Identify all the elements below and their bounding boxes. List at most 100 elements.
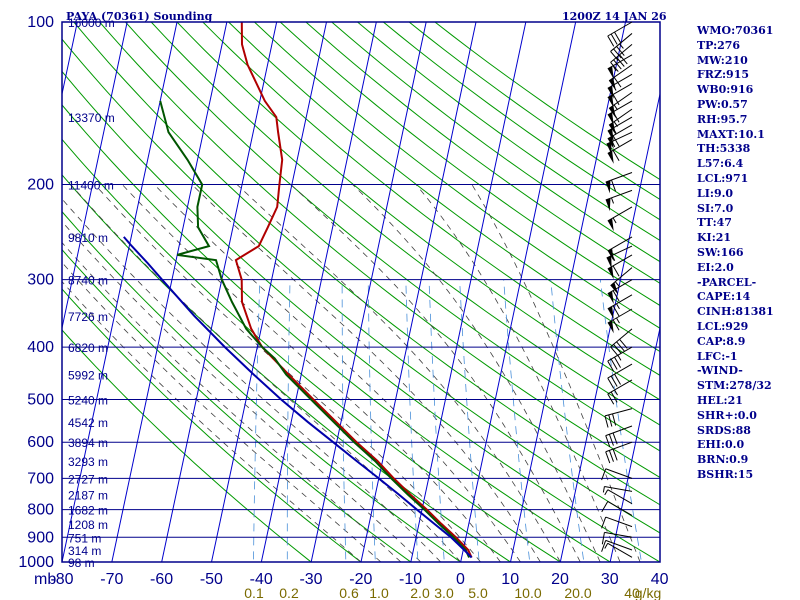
pressure-tick-label: 100 xyxy=(27,14,54,31)
index-entry: SHR+:0.0 xyxy=(697,408,757,422)
index-entry: WMO:70361 xyxy=(697,24,774,37)
wind-barb xyxy=(607,308,633,334)
pressure-tick-label: 800 xyxy=(27,502,54,519)
wind-barb-pennant xyxy=(607,150,614,164)
wind-barb xyxy=(607,139,633,164)
plot-area xyxy=(0,22,660,573)
height-label: 7726 m xyxy=(68,310,108,324)
isotherm-line xyxy=(559,91,660,562)
isotherm-line xyxy=(62,22,78,97)
temperature-tick-label: -10 xyxy=(399,571,422,588)
index-entry: TP:276 xyxy=(697,38,741,52)
mixing-ratio-line xyxy=(405,279,419,562)
index-entry: TH:5338 xyxy=(697,142,751,156)
pressure-tick-label: 300 xyxy=(27,272,54,289)
height-label: 6820 m xyxy=(68,341,108,355)
mixing-ratio-label: 40 xyxy=(624,585,640,600)
dry-adiabat-line xyxy=(99,22,660,479)
wind-barb-flag xyxy=(614,31,621,43)
wind-barb-flag xyxy=(616,56,625,67)
plot-frame xyxy=(61,21,661,563)
dewpoint-trace xyxy=(159,100,471,558)
wind-barb-flag xyxy=(612,432,618,445)
mixing-ratio-label: 5.0 xyxy=(468,585,488,600)
wind-barb-staff xyxy=(607,294,633,310)
wind-barb xyxy=(607,21,633,47)
isotherm-line xyxy=(460,22,577,562)
wind-barb-staff xyxy=(607,254,633,270)
mixing-ratio-label: 3.0 xyxy=(434,585,454,600)
wind-barb-flag xyxy=(612,135,620,147)
dry-adiabat-line xyxy=(202,22,660,376)
temperature-tick-label: 30 xyxy=(601,571,619,588)
mixing-ratio-line xyxy=(253,279,261,562)
index-entry: SI:7.0 xyxy=(697,201,734,215)
index-entry: LI:9.0 xyxy=(697,186,734,200)
dry-adiabat-line xyxy=(357,22,660,242)
index-entry: EHI:0.0 xyxy=(697,438,745,452)
index-entry: LCL:971 xyxy=(697,171,749,185)
wind-barb-staff xyxy=(607,489,633,505)
wind-barb-flag xyxy=(613,59,622,70)
wind-barb-pennant xyxy=(609,77,616,91)
isotherm-line xyxy=(609,325,660,562)
wind-barb xyxy=(607,206,633,232)
wind-barb-flag xyxy=(613,48,622,59)
index-entry: PW:0.57 xyxy=(697,97,748,111)
wind-barb-flag xyxy=(601,501,609,513)
mixing-ratio-label: 1.0 xyxy=(369,585,389,600)
wind-barb-staff xyxy=(607,379,633,395)
chart-datetime: 1200Z 14 JAN 26 xyxy=(562,10,667,23)
wind-barb-half-flag xyxy=(604,489,609,496)
moist-adiabat-line xyxy=(62,220,422,562)
dry-adiabat-line xyxy=(228,22,660,353)
wind-barb-staff xyxy=(607,542,633,558)
wind-barb xyxy=(607,236,633,262)
wind-barb-flag xyxy=(610,62,619,72)
dry-adiabat-line xyxy=(382,22,660,221)
wind-barb-flag xyxy=(601,532,605,545)
pressure-tick-label: 400 xyxy=(27,339,54,356)
moist-adiabat-line xyxy=(352,184,601,562)
index-entry: BSHR:15 xyxy=(697,467,754,481)
wind-barb-flag xyxy=(601,540,607,552)
wind-barb xyxy=(605,172,633,194)
mixing-ratio-line xyxy=(459,279,480,562)
mixing-ratio-line xyxy=(599,279,642,562)
temperature-tick-label: -30 xyxy=(299,571,322,588)
wind-barb xyxy=(610,328,633,357)
index-entry: FRZ:915 xyxy=(697,68,750,82)
height-label: 5992 m xyxy=(68,369,108,383)
height-label: 9810 m xyxy=(68,231,108,245)
isotherm-line xyxy=(0,22,28,573)
pressure-tick-label: 1000 xyxy=(18,554,54,571)
temperature-tick-label: 10 xyxy=(501,571,519,588)
wind-barb-half-flag xyxy=(616,303,620,310)
temperature-tick-label: 20 xyxy=(551,571,569,588)
dry-adiabat-line xyxy=(73,22,660,506)
wind-barb-staff xyxy=(608,64,633,82)
index-entry: L57:6.4 xyxy=(697,157,744,171)
pressure-unit-label: mb xyxy=(34,571,56,588)
wind-barb-staff xyxy=(604,408,633,417)
moist-adiabat-line xyxy=(62,198,441,562)
wind-barb-flag xyxy=(611,179,617,192)
isotherm-line xyxy=(410,22,527,562)
height-label: 751 m xyxy=(68,531,101,545)
wind-barb-flag xyxy=(608,434,614,446)
moist-adiabat-line xyxy=(94,184,481,562)
moist-adiabat-line xyxy=(236,184,561,562)
dry-adiabat-line xyxy=(125,22,660,452)
wind-barb-flag xyxy=(612,413,617,426)
wind-barb xyxy=(607,279,633,305)
wind-barb-flag xyxy=(610,51,619,61)
dry-adiabat-line xyxy=(62,70,660,562)
wind-barb-pennant xyxy=(607,128,614,142)
wind-barb-flag xyxy=(616,341,625,352)
temperature-tick-label: -50 xyxy=(200,571,223,588)
wind-barb-flag xyxy=(610,375,618,387)
index-entry: STM:278/32 xyxy=(697,379,772,393)
moist-adiabat-line xyxy=(415,184,621,562)
wind-barb-pennant xyxy=(605,198,611,212)
